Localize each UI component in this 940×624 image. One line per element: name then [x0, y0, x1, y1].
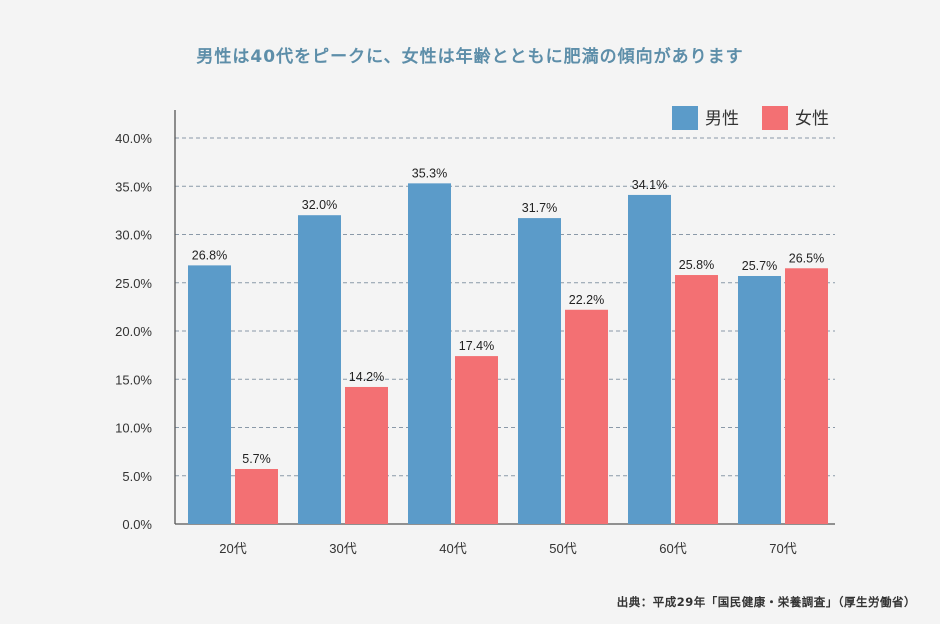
bar-female	[345, 386, 388, 524]
bar-female	[785, 268, 828, 524]
y-tick-label: 20.0%	[115, 324, 152, 339]
y-tick-label: 30.0%	[115, 228, 152, 243]
x-tick-label: 20代	[219, 541, 246, 556]
data-label: 26.8%	[192, 248, 227, 262]
y-tick-label: 10.0%	[115, 421, 152, 436]
bar-male	[518, 218, 561, 524]
bar-male	[298, 215, 341, 524]
x-tick-label: 30代	[329, 541, 356, 556]
bar-female	[235, 468, 278, 524]
data-label: 25.8%	[679, 258, 714, 272]
data-label: 5.7%	[242, 452, 271, 466]
y-tick-label: 5.0%	[122, 469, 152, 484]
bar-male	[738, 275, 781, 524]
x-tick-label: 60代	[659, 541, 686, 556]
x-tick-label: 50代	[549, 541, 576, 556]
legend-label-female: 女性	[795, 109, 829, 129]
legend-swatch-female	[762, 106, 788, 130]
data-label: 32.0%	[302, 198, 337, 212]
bar-female	[455, 356, 498, 524]
y-tick-label: 0.0%	[122, 517, 152, 532]
x-tick-label: 40代	[439, 541, 466, 556]
data-label: 31.7%	[522, 201, 557, 215]
bar-male	[408, 183, 451, 525]
bar-female	[675, 275, 718, 524]
y-tick-label: 15.0%	[115, 372, 152, 387]
bar-male	[188, 265, 231, 524]
data-label: 14.2%	[349, 370, 384, 384]
x-tick-label: 70代	[769, 541, 796, 556]
data-label: 35.3%	[412, 166, 447, 180]
data-label: 34.1%	[632, 178, 667, 192]
legend-swatch-male	[672, 106, 698, 130]
chart-title: 男性は40代をピークに、女性は年齢とともに肥満の傾向があります	[196, 47, 744, 67]
data-label: 25.7%	[742, 259, 777, 273]
legend-label-male: 男性	[705, 109, 739, 129]
y-tick-label: 25.0%	[115, 276, 152, 291]
bar-female	[565, 309, 608, 524]
data-label: 17.4%	[459, 339, 494, 353]
y-tick-label: 35.0%	[115, 179, 152, 194]
y-tick-label: 40.0%	[115, 131, 152, 146]
bar-male	[628, 194, 671, 524]
data-label: 22.2%	[569, 293, 604, 307]
source-note: 出典：平成29年「国民健康・栄養調査」（厚生労働省）	[616, 595, 916, 609]
data-label: 26.5%	[789, 251, 824, 265]
